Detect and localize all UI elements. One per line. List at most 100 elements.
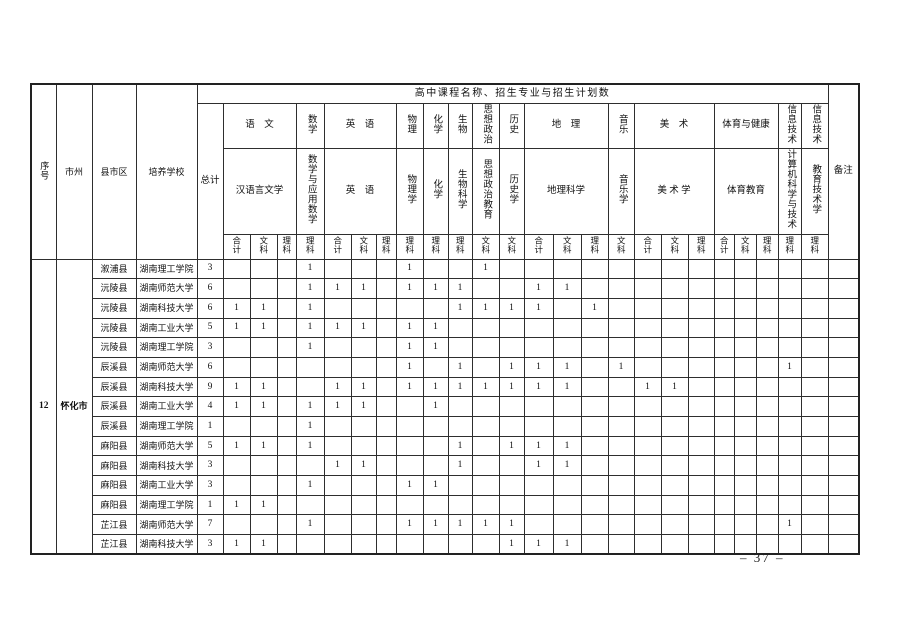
value-cell (222, 278, 251, 299)
remark-cell (827, 494, 860, 516)
value-cell (498, 475, 525, 496)
value-cell (447, 416, 473, 437)
table-row: 芷江县 湖南科技大学 3 1 1 1 1 1 (31, 534, 860, 555)
value-cell (687, 416, 715, 437)
total-cell: 5 (196, 317, 224, 339)
value-cell: 1 (633, 376, 662, 398)
school-cell: 湖南科技大学 (135, 297, 198, 319)
value-cell: 1 (295, 396, 325, 417)
total-cell: 9 (196, 376, 224, 398)
value-cell (276, 514, 297, 536)
value-cell (276, 258, 297, 280)
value-cell (498, 416, 525, 437)
value-cell: 1 (249, 317, 278, 339)
value-cell (607, 258, 635, 280)
value-cell (395, 435, 424, 457)
value-cell: 1 (552, 435, 582, 457)
value-cell: 1 (422, 278, 449, 299)
value-cell (687, 534, 715, 555)
value-cell (295, 534, 325, 555)
value-cell (471, 494, 500, 516)
value-cell: 1 (395, 317, 424, 339)
value-cell (249, 258, 278, 280)
value-cell (447, 534, 473, 555)
value-cell (471, 435, 500, 457)
value-cell: 1 (523, 297, 554, 319)
value-cell (607, 534, 635, 555)
corner-header-cell: 市州 (55, 83, 93, 260)
remark-cell (827, 435, 860, 457)
value-cell (777, 258, 802, 280)
value-cell (733, 258, 757, 280)
value-cell (660, 258, 689, 280)
value-cell (422, 494, 449, 516)
corner-header-cell: 培养学校 (135, 83, 198, 260)
value-cell (471, 317, 500, 339)
county-cell: 芷江县 (91, 514, 137, 536)
value-cell (687, 435, 715, 457)
value-cell (733, 455, 757, 477)
value-cell (687, 337, 715, 358)
value-cell (713, 356, 735, 378)
value-cell (447, 494, 473, 516)
value-cell (755, 258, 779, 280)
remark-cell (827, 416, 860, 437)
subject-header-cell: 信息技术 (800, 102, 829, 149)
value-cell (375, 534, 397, 555)
total-cell: 6 (196, 356, 224, 378)
major-header-cell: 汉语言文学 (222, 147, 297, 235)
value-cell (471, 396, 500, 417)
value-cell: 1 (498, 435, 525, 457)
value-cell (276, 455, 297, 477)
major-header-cell: 数学与应用数学 (295, 147, 325, 235)
value-cell: 1 (580, 297, 609, 319)
value-cell (395, 534, 424, 555)
value-cell (350, 494, 377, 516)
value-cell (580, 396, 609, 417)
value-cell (523, 337, 554, 358)
value-cell (687, 396, 715, 417)
value-cell (777, 376, 802, 398)
value-cell: 1 (552, 534, 582, 555)
value-cell: 1 (523, 534, 554, 555)
school-cell: 湖南理工学院 (135, 416, 198, 437)
value-cell (375, 475, 397, 496)
value-cell: 1 (523, 435, 554, 457)
value-cell (498, 317, 525, 339)
value-cell (755, 396, 779, 417)
value-cell (222, 356, 251, 378)
value-cell: 1 (422, 376, 449, 398)
category-header-cell: 理科 (395, 233, 424, 260)
value-cell (552, 317, 582, 339)
subject-header-cell: 物理 (395, 102, 424, 149)
value-cell (733, 297, 757, 319)
value-cell (580, 356, 609, 378)
value-cell: 1 (523, 376, 554, 398)
value-cell (323, 494, 352, 516)
value-cell (607, 337, 635, 358)
value-cell (777, 475, 802, 496)
value-cell (580, 514, 609, 536)
value-cell: 1 (222, 494, 251, 516)
serial-cell: 12 (30, 258, 57, 555)
value-cell (687, 455, 715, 477)
category-header-cell: 文科 (498, 233, 525, 260)
remark-cell (827, 376, 860, 398)
value-cell (660, 337, 689, 358)
value-cell (350, 356, 377, 378)
value-cell: 1 (249, 435, 278, 457)
remark-cell (827, 356, 860, 378)
value-cell (687, 494, 715, 516)
value-cell (580, 258, 609, 280)
value-cell (350, 534, 377, 555)
county-cell: 辰溪县 (91, 416, 137, 437)
value-cell (687, 258, 715, 280)
value-cell (755, 455, 779, 477)
remark-cell (827, 258, 860, 280)
value-cell: 1 (395, 475, 424, 496)
value-cell (471, 356, 500, 378)
value-cell: 1 (471, 376, 500, 398)
value-cell (713, 317, 735, 339)
value-cell (375, 416, 397, 437)
value-cell (607, 455, 635, 477)
